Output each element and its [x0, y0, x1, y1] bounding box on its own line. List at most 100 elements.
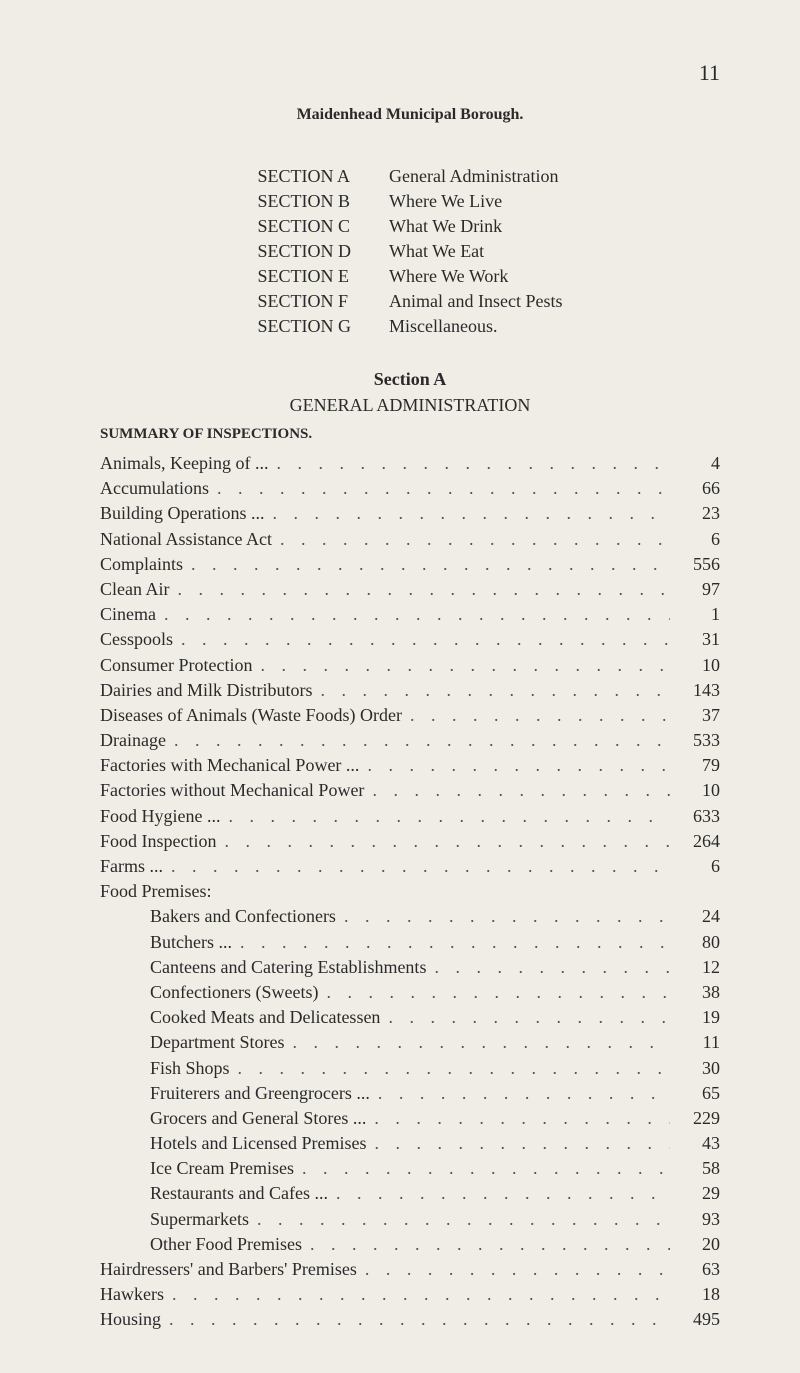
section-row: SECTION AGeneral Administration — [250, 164, 571, 189]
inspection-row: Fruiterers and Greengrocers .... . . . .… — [100, 1081, 720, 1106]
leader-dots: . . . . . . . . . . . . . . . . . . . . … — [366, 1131, 670, 1156]
leader-dots: . . . . . . . . . . . . . . . . . . . . … — [221, 804, 671, 829]
leader-dots: . . . . . . . . . . . . . . . . . . . . … — [183, 552, 670, 577]
inspection-row: Clean Air. . . . . . . . . . . . . . . .… — [100, 577, 720, 602]
inspection-row: Restaurants and Cafes .... . . . . . . .… — [100, 1181, 720, 1206]
section-label: SECTION D — [250, 239, 382, 264]
inspection-label: Butchers ... — [150, 930, 232, 955]
inspection-row: Hawkers. . . . . . . . . . . . . . . . .… — [100, 1282, 720, 1307]
inspection-value: 31 — [670, 627, 720, 652]
inspection-label: Other Food Premises — [150, 1232, 302, 1257]
sections-list: SECTION AGeneral AdministrationSECTION B… — [250, 164, 571, 339]
inspection-value: 65 — [670, 1081, 720, 1106]
inspection-value: 37 — [670, 703, 720, 728]
inspection-value: 556 — [670, 552, 720, 577]
leader-dots: . . . . . . . . . . . . . . . . . . . . … — [302, 1232, 670, 1257]
inspection-value: 66 — [670, 476, 720, 501]
inspection-row: Farms .... . . . . . . . . . . . . . . .… — [100, 854, 720, 879]
inspection-label: Factories without Mechanical Power — [100, 778, 364, 803]
leader-dots: . . . . . . . . . . . . . . . . . . . . … — [318, 980, 670, 1005]
inspection-label: Accumulations — [100, 476, 209, 501]
leader-dots: . . . . . . . . . . . . . . . . . . . . … — [217, 829, 671, 854]
inspection-row: Factories without Mechanical Power. . . … — [100, 778, 720, 803]
section-label: SECTION C — [250, 214, 382, 239]
admin-header: GENERAL ADMINISTRATION — [100, 395, 720, 416]
section-label: SECTION F — [250, 289, 382, 314]
inspection-label: Farms ... — [100, 854, 163, 879]
inspections-tail-list: Hairdressers' and Barbers' Premises. . .… — [100, 1257, 720, 1333]
leader-dots: . . . . . . . . . . . . . . . . . . . . … — [366, 1106, 670, 1131]
leader-dots: . . . . . . . . . . . . . . . . . . . . … — [380, 1005, 670, 1030]
section-label: SECTION B — [250, 189, 382, 214]
inspection-value: 6 — [670, 854, 720, 879]
inspection-label: Dairies and Milk Distributors — [100, 678, 312, 703]
inspection-label: Hotels and Licensed Premises — [150, 1131, 366, 1156]
leader-dots: . . . . . . . . . . . . . . . . . . . . … — [272, 527, 670, 552]
section-a-header: Section A — [100, 369, 720, 390]
inspection-row: Housing. . . . . . . . . . . . . . . . .… — [100, 1307, 720, 1332]
inspection-row: Other Food Premises. . . . . . . . . . .… — [100, 1232, 720, 1257]
inspection-label: Bakers and Confectioners — [150, 904, 336, 929]
inspection-row: Department Stores. . . . . . . . . . . .… — [100, 1030, 720, 1055]
inspection-label: Cesspools — [100, 627, 173, 652]
inspection-row: Cooked Meats and Delicatessen. . . . . .… — [100, 1005, 720, 1030]
inspection-label: Clean Air — [100, 577, 170, 602]
inspection-label: Fish Shops — [150, 1056, 230, 1081]
leader-dots: . . . . . . . . . . . . . . . . . . . . … — [426, 955, 670, 980]
leader-dots: . . . . . . . . . . . . . . . . . . . . … — [265, 501, 671, 526]
section-description: Animal and Insect Pests — [381, 289, 570, 314]
inspection-label: Complaints — [100, 552, 183, 577]
inspection-label: Food Hygiene ... — [100, 804, 221, 829]
inspection-label: Diseases of Animals (Waste Foods) Order — [100, 703, 402, 728]
inspection-value: 533 — [670, 728, 720, 753]
inspection-value: 43 — [670, 1131, 720, 1156]
inspection-row: Animals, Keeping of .... . . . . . . . .… — [100, 451, 720, 476]
inspection-row: Fish Shops. . . . . . . . . . . . . . . … — [100, 1056, 720, 1081]
section-description: What We Eat — [381, 239, 570, 264]
inspection-row: Diseases of Animals (Waste Foods) Order.… — [100, 703, 720, 728]
leader-dots: . . . . . . . . . . . . . . . . . . . . … — [170, 577, 671, 602]
inspection-value: 93 — [670, 1207, 720, 1232]
leader-dots: . . . . . . . . . . . . . . . . . . . . … — [364, 778, 670, 803]
leader-dots: . . . . . . . . . . . . . . . . . . . . … — [294, 1156, 670, 1181]
inspection-row: Building Operations .... . . . . . . . .… — [100, 501, 720, 526]
leader-dots: . . . . . . . . . . . . . . . . . . . . … — [232, 930, 670, 955]
inspection-label: Fruiterers and Greengrocers ... — [150, 1081, 370, 1106]
section-row: SECTION BWhere We Live — [250, 189, 571, 214]
inspection-row: Dairies and Milk Distributors. . . . . .… — [100, 678, 720, 703]
section-label: SECTION E — [250, 264, 382, 289]
inspection-label: Cooked Meats and Delicatessen — [150, 1005, 380, 1030]
section-description: General Administration — [381, 164, 570, 189]
section-label: SECTION G — [250, 314, 382, 339]
inspection-row: Food Hygiene .... . . . . . . . . . . . … — [100, 804, 720, 829]
leader-dots: . . . . . . . . . . . . . . . . . . . . … — [402, 703, 670, 728]
food-premises-list: Bakers and Confectioners. . . . . . . . … — [100, 904, 720, 1257]
leader-dots: . . . . . . . . . . . . . . . . . . . . … — [357, 1257, 670, 1282]
section-row: SECTION EWhere We Work — [250, 264, 571, 289]
inspection-label: Confectioners (Sweets) — [150, 980, 318, 1005]
inspection-label: Ice Cream Premises — [150, 1156, 294, 1181]
inspection-row: Food Inspection. . . . . . . . . . . . .… — [100, 829, 720, 854]
inspection-value: 10 — [670, 778, 720, 803]
inspection-label: Canteens and Catering Establishments — [150, 955, 426, 980]
document-page: 11 Maidenhead Municipal Borough. SECTION… — [0, 0, 800, 1373]
inspection-row: Confectioners (Sweets). . . . . . . . . … — [100, 980, 720, 1005]
inspection-row: Ice Cream Premises. . . . . . . . . . . … — [100, 1156, 720, 1181]
leader-dots: . . . . . . . . . . . . . . . . . . . . … — [163, 854, 670, 879]
inspection-value: 80 — [670, 930, 720, 955]
inspection-value: 18 — [670, 1282, 720, 1307]
inspection-label: Housing — [100, 1307, 161, 1332]
inspection-value: 264 — [670, 829, 720, 854]
inspection-label: Food Inspection — [100, 829, 217, 854]
inspection-row: Bakers and Confectioners. . . . . . . . … — [100, 904, 720, 929]
section-label: SECTION A — [250, 164, 382, 189]
inspection-value: 1 — [670, 602, 720, 627]
leader-dots: . . . . . . . . . . . . . . . . . . . . … — [249, 1207, 670, 1232]
inspection-value: 58 — [670, 1156, 720, 1181]
inspection-value: 19 — [670, 1005, 720, 1030]
inspection-row: National Assistance Act. . . . . . . . .… — [100, 527, 720, 552]
section-description: Where We Live — [381, 189, 570, 214]
leader-dots: . . . . . . . . . . . . . . . . . . . . … — [156, 602, 670, 627]
section-description: Miscellaneous. — [381, 314, 570, 339]
inspection-row: Complaints. . . . . . . . . . . . . . . … — [100, 552, 720, 577]
